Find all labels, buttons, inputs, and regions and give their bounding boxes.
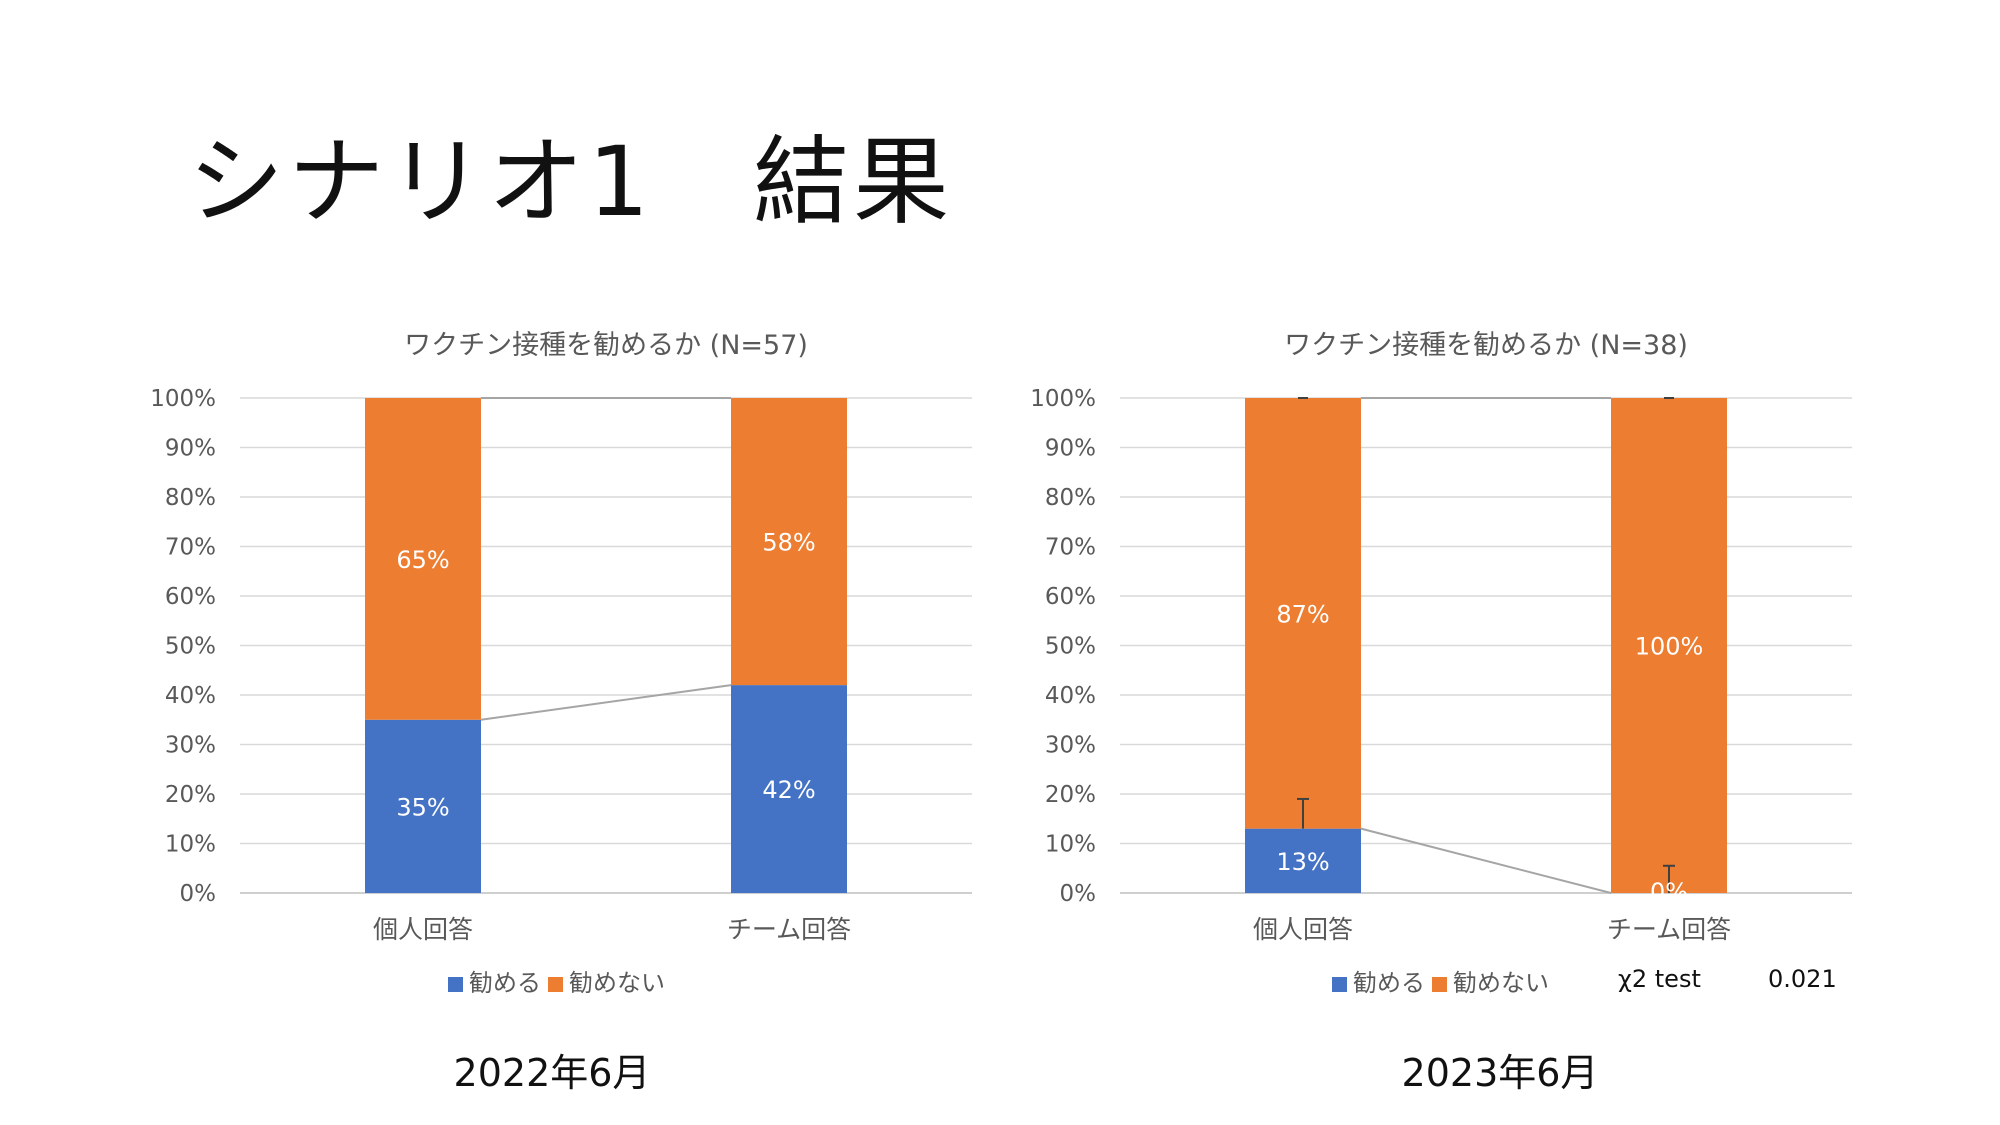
y-tick-label: 80% — [1045, 485, 1096, 511]
data-label: 13% — [1276, 848, 1329, 876]
data-label: 0% — [1650, 878, 1688, 906]
period-label-2022: 2022年6月 — [453, 1051, 651, 1095]
series-line — [1360, 827, 1612, 894]
data-label: 35% — [396, 793, 449, 821]
y-tick-label: 0% — [180, 881, 217, 907]
series-line — [480, 684, 732, 721]
legend-label: 勧める — [469, 969, 541, 997]
period-label-2023: 2023年6月 — [1401, 1051, 1599, 1095]
y-tick-label: 10% — [165, 832, 216, 858]
data-label: 100% — [1635, 633, 1704, 661]
legend-swatch — [1332, 977, 1347, 992]
y-tick-label: 80% — [165, 485, 216, 511]
chart-title: ワクチン接種を勧めるか (N=57) — [404, 330, 808, 361]
chart-right: ワクチン接種を勧めるか (N=38) 0% 10% 20% 30% 40% 50% 60% 70… — [1030, 330, 1852, 997]
data-label: 87% — [1276, 600, 1329, 628]
legend-swatch — [448, 977, 463, 992]
x-category-label: チーム回答 — [727, 915, 851, 944]
bar-not-recommend — [1245, 398, 1361, 829]
data-label: 42% — [762, 776, 815, 804]
y-tick-label: 30% — [1045, 733, 1096, 759]
y-tick-label: 20% — [1045, 782, 1096, 808]
bar-recommend — [731, 685, 847, 893]
data-label: 65% — [396, 546, 449, 574]
y-tick-label: 20% — [165, 782, 216, 808]
y-tick-label: 100% — [1030, 386, 1096, 412]
legend-swatch — [548, 977, 563, 992]
x-category-label: 個人回答 — [1253, 915, 1353, 944]
bar-not-recommend — [1611, 398, 1727, 893]
y-tick-label: 50% — [1045, 634, 1096, 660]
y-tick-label: 40% — [1045, 683, 1096, 709]
legend-label: 勧める — [1353, 969, 1425, 997]
y-tick-label: 70% — [1045, 535, 1096, 561]
legend-label: 勧めない — [569, 969, 665, 997]
chart-title: ワクチン接種を勧めるか (N=38) — [1284, 330, 1688, 361]
bar-recommend — [365, 719, 481, 893]
bar-not-recommend — [731, 398, 847, 686]
legend-label: 勧めない — [1453, 969, 1549, 997]
bar-recommend — [1245, 828, 1361, 893]
slide-title: シナリオ1 結果 — [188, 126, 954, 238]
chi-square-value: 0.021 — [1768, 965, 1837, 993]
y-tick-label: 50% — [165, 634, 216, 660]
chi-square-label: χ2 test — [1618, 965, 1701, 993]
y-tick-label: 60% — [165, 584, 216, 610]
y-tick-label: 70% — [165, 535, 216, 561]
y-tick-label: 0% — [1060, 881, 1097, 907]
data-label: 58% — [762, 529, 815, 557]
y-tick-label: 10% — [1045, 832, 1096, 858]
y-tick-label: 40% — [165, 683, 216, 709]
legend-swatch — [1432, 977, 1447, 992]
x-category-label: 個人回答 — [373, 915, 473, 944]
y-tick-label: 100% — [150, 386, 216, 412]
bar-not-recommend — [365, 398, 481, 720]
x-category-label: チーム回答 — [1607, 915, 1731, 944]
y-tick-label: 90% — [1045, 436, 1096, 462]
chart-left: ワクチン接種を勧めるか (N=57) 0% 10% 20% 30% 40% 50% 60% 70… — [150, 330, 972, 997]
y-tick-label: 60% — [1045, 584, 1096, 610]
y-tick-label: 30% — [165, 733, 216, 759]
y-tick-label: 90% — [165, 436, 216, 462]
